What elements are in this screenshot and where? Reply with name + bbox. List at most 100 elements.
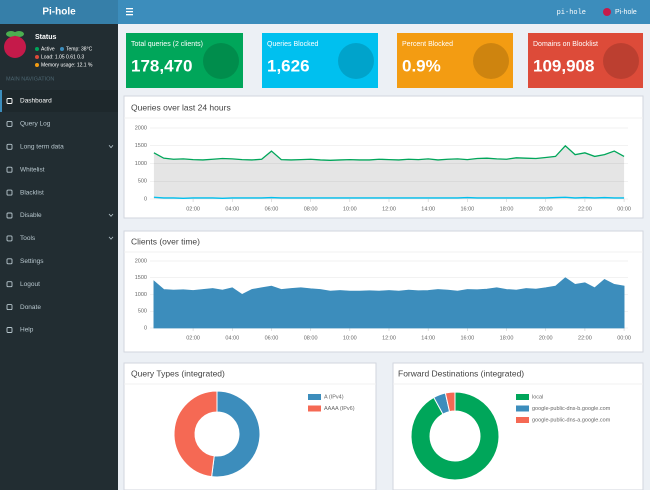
stat-icon (338, 43, 374, 79)
chart-title: Queries over last 24 hours (131, 102, 231, 112)
menu-chevron (108, 236, 114, 240)
legend-label[interactable]: local (532, 394, 543, 400)
x-tick-label: 08:00 (304, 206, 318, 212)
status-text: Temp: 38°C (66, 46, 93, 52)
menu-icon (6, 235, 13, 242)
menu-item[interactable]: Query Log (20, 121, 51, 128)
menu-icon (6, 166, 13, 173)
raspberry-logo (4, 31, 26, 58)
donut-slice (211, 390, 261, 478)
menu-icon (6, 304, 13, 311)
series-line (153, 196, 625, 199)
menu-chevron (108, 213, 114, 217)
x-tick-label: 22:00 (578, 335, 592, 341)
y-tick-label: 1500 (135, 275, 147, 281)
legend-label[interactable]: google-public-dns-b.google.com (532, 406, 611, 412)
user-name[interactable]: Pi-hole (615, 9, 637, 16)
menu-item[interactable]: Logout (20, 281, 40, 288)
donut-slice (444, 391, 456, 413)
donut-slice (173, 390, 218, 478)
menu-item[interactable]: Dashboard (20, 98, 52, 105)
active-item (0, 90, 118, 112)
legend-swatch[interactable] (516, 405, 529, 412)
x-tick-label: 22:00 (578, 206, 592, 212)
legend-label[interactable]: A (IPv4) (324, 394, 344, 400)
chart-title: Query Types (integrated) (131, 368, 225, 378)
status-dot (35, 63, 39, 67)
stat-box (262, 33, 378, 88)
x-tick-label: 04:00 (225, 206, 239, 212)
legend-swatch[interactable] (308, 394, 321, 400)
status-title: Status (35, 34, 57, 41)
logo-text: Pi-hole (42, 7, 76, 18)
menu-item[interactable]: Help (20, 327, 34, 334)
chart-title: Clients (over time) (131, 236, 200, 246)
status-dot (60, 47, 64, 51)
stat-icon (203, 43, 239, 79)
hostname: pi-hole (557, 9, 586, 17)
berry (4, 36, 26, 58)
stat-label: Percent Blocked (402, 41, 453, 48)
stat-value: 0.9% (402, 56, 441, 75)
y-tick-label: 2000 (135, 258, 147, 264)
series-area (153, 277, 625, 329)
toggle-bar (126, 14, 133, 16)
legend-swatch[interactable] (516, 394, 529, 400)
toggle-bar (126, 8, 133, 10)
menu-icon (6, 212, 13, 219)
y-tick-label: 0 (144, 325, 147, 331)
menu-item[interactable]: Blacklist (20, 189, 44, 196)
logo-area (0, 0, 118, 24)
leaf (14, 31, 24, 37)
status-dot (35, 47, 39, 51)
x-tick-label: 00:00 (617, 206, 631, 212)
y-tick-label: 500 (138, 179, 147, 185)
menu-toggle[interactable] (126, 8, 133, 16)
stat-label: Total queries (2 clients) (131, 41, 203, 48)
x-tick-label: 16:00 (460, 206, 474, 212)
menu-item[interactable]: Whitelist (20, 166, 45, 173)
x-tick-label: 04:00 (225, 335, 239, 341)
menu-icon (6, 189, 13, 196)
x-tick-label: 16:00 (460, 335, 474, 341)
stat-icon (473, 43, 509, 79)
menu-item[interactable]: Donate (20, 304, 41, 311)
stat-value: 178,470 (131, 56, 192, 75)
menu-item[interactable]: Settings (20, 258, 44, 265)
toggle-bar (126, 11, 133, 13)
stat-box (397, 33, 513, 88)
series-line (153, 144, 625, 161)
x-tick-label: 12:00 (382, 206, 396, 212)
menu-item[interactable]: Tools (20, 235, 36, 242)
status-text: Load: 1.05 0.61 0.3 (41, 54, 84, 60)
stat-label: Domains on Blocklist (533, 41, 598, 48)
x-tick-label: 02:00 (186, 335, 200, 341)
menu-item[interactable]: Long term data (20, 144, 64, 151)
menu-icon (6, 281, 13, 288)
legend-label[interactable]: AAAA (IPv6) (324, 406, 355, 412)
x-tick-label: 18:00 (500, 206, 514, 212)
stat-label: Queries Blocked (267, 41, 318, 48)
sidebar (0, 0, 118, 490)
menu-item[interactable]: Disable (20, 212, 42, 219)
nav-section: MAIN NAVIGATION (6, 76, 54, 82)
x-tick-label: 06:00 (265, 206, 279, 212)
donut-slice (410, 391, 500, 481)
legend-label[interactable]: google-public-dns-a.google.com (532, 417, 611, 423)
status-dot (35, 55, 39, 59)
y-tick-label: 500 (138, 309, 147, 315)
legend-swatch[interactable] (516, 417, 529, 423)
legend-swatch[interactable] (308, 405, 321, 412)
series-area (153, 145, 625, 199)
menu-icon (6, 120, 13, 127)
menu-icon (6, 143, 13, 150)
x-tick-label: 12:00 (382, 335, 396, 341)
y-tick-label: 2000 (135, 125, 147, 131)
leaf (6, 31, 16, 37)
x-tick-label: 14:00 (421, 206, 435, 212)
stat-box (528, 33, 643, 88)
status-text: Memory usage: 12.1 % (41, 62, 93, 68)
x-tick-label: 10:00 (343, 335, 357, 341)
active-marker (0, 90, 2, 112)
